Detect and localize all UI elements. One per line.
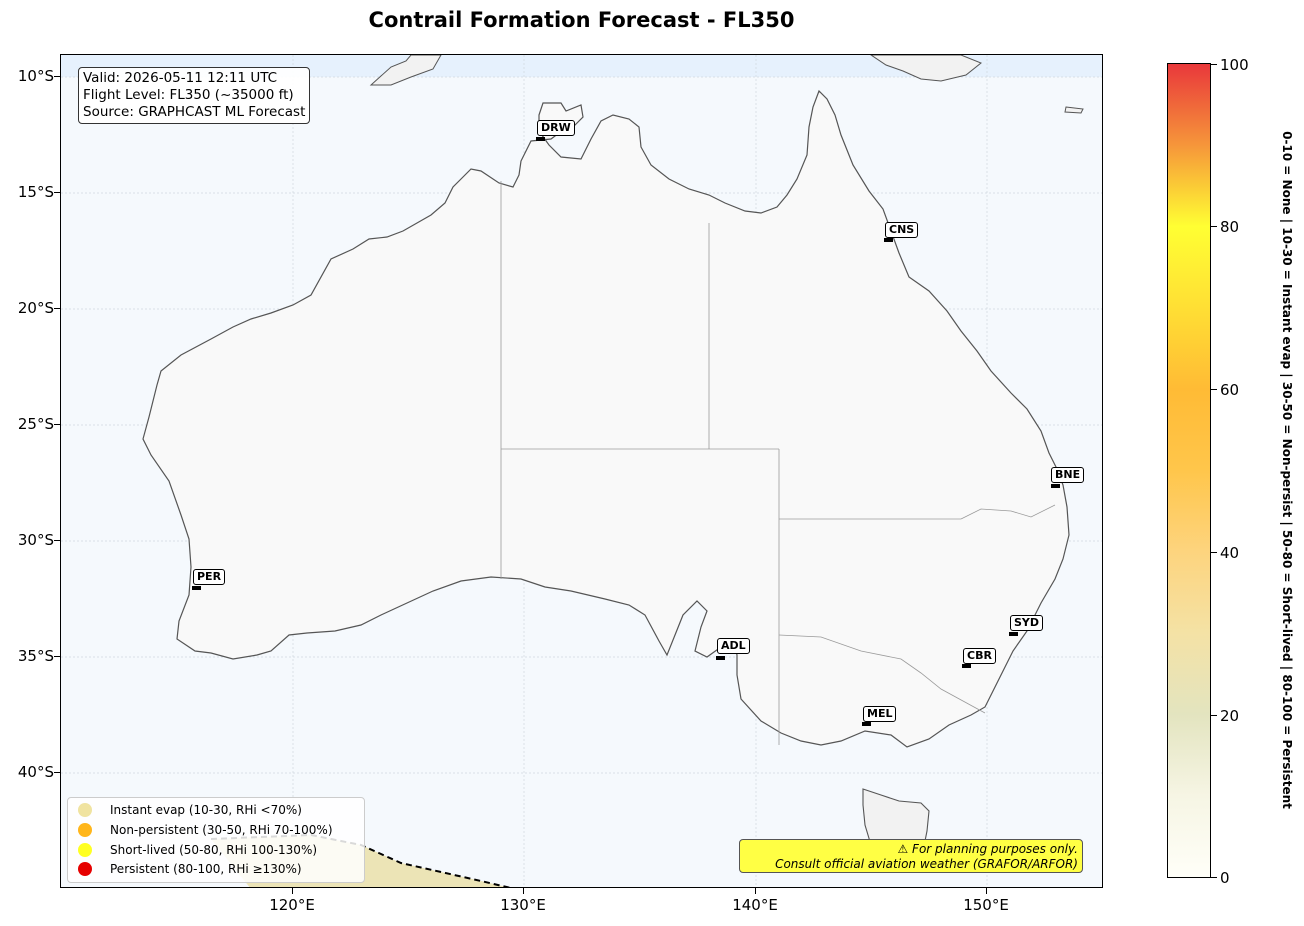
australia-map	[61, 55, 1102, 887]
airport-marker-drw	[536, 137, 545, 141]
lat-label: 25°S	[17, 415, 54, 433]
airport-marker-cbr	[962, 664, 971, 668]
airport-marker-syd	[1009, 632, 1018, 636]
legend-item: Non-persistent (30-50, RHi 70-100%)	[78, 821, 333, 839]
airport-marker-adl	[716, 656, 725, 660]
colorbar-tick-label: 20	[1220, 707, 1240, 725]
lat-label: 15°S	[17, 183, 54, 201]
lat-label: 40°S	[17, 763, 54, 781]
airport-marker-per	[192, 586, 201, 590]
forecast-info-box: Valid: 2026-05-11 12:11 UTC Flight Level…	[78, 67, 311, 124]
new-guinea	[870, 55, 982, 82]
colorbar-tick-label: 80	[1220, 218, 1240, 236]
lon-label: 130°E	[500, 896, 546, 914]
flight-level: Flight Level: FL350 (~35000 ft)	[83, 87, 294, 103]
lat-label: 20°S	[17, 299, 54, 317]
island-small	[1064, 106, 1084, 114]
category-legend: Instant evap (10-30, RHi <70%) Non-persi…	[67, 797, 365, 883]
legend-label: Short-lived (50-80, RHi 100-130%)	[110, 843, 318, 857]
airport-marker-cns	[884, 238, 893, 242]
map-title: Contrail Formation Forecast - FL350	[368, 8, 795, 32]
legend-dot-icon	[78, 843, 92, 857]
colorbar-tick-label: 100	[1220, 56, 1249, 74]
legend-label: Persistent (80-100, RHi ≥130%)	[110, 862, 302, 876]
lat-label: 35°S	[17, 647, 54, 665]
map-area[interactable]	[60, 54, 1103, 888]
legend-item: Instant evap (10-30, RHi <70%)	[78, 801, 302, 819]
ocean-band	[61, 55, 1102, 77]
city-label-mel[interactable]: MEL	[863, 706, 897, 722]
legend-item: Persistent (80-100, RHi ≥130%)	[78, 860, 302, 878]
legend-dot-icon	[78, 823, 92, 837]
airport-marker-mel	[862, 722, 871, 726]
state-borders	[500, 181, 1056, 745]
colorbar-caption: 0-10 = None | 10-30 = Instant evap | 30-…	[1280, 131, 1294, 809]
lon-label: 120°E	[269, 896, 315, 914]
lon-label: 150°E	[963, 896, 1009, 914]
city-label-adl[interactable]: ADL	[717, 638, 750, 654]
legend-dot-icon	[78, 803, 92, 817]
lat-label: 10°S	[17, 67, 54, 85]
city-label-syd[interactable]: SYD	[1010, 615, 1044, 631]
valid-time: Valid: 2026-05-11 12:11 UTC	[83, 70, 278, 86]
data-source: Source: GRAPHCAST ML Forecast	[83, 104, 306, 120]
island-top-left	[369, 55, 442, 86]
city-label-cns[interactable]: CNS	[885, 222, 919, 238]
warning-line: ⚠ For planning purposes only.	[897, 842, 1078, 856]
colorbar	[1167, 63, 1211, 878]
lon-label: 140°E	[732, 896, 778, 914]
city-label-per[interactable]: PER	[193, 569, 226, 585]
colorbar-tick-label: 0	[1220, 869, 1230, 887]
colorbar-tick-label: 40	[1220, 544, 1240, 562]
legend-label: Instant evap (10-30, RHi <70%)	[110, 803, 302, 817]
legend-label: Non-persistent (30-50, RHi 70-100%)	[110, 823, 333, 837]
city-label-drw[interactable]: DRW	[537, 120, 575, 136]
colorbar-tick-label: 60	[1220, 381, 1240, 399]
warning-line: Consult official aviation weather (GRAFO…	[775, 857, 1078, 871]
legend-item: Short-lived (50-80, RHi 100-130%)	[78, 841, 317, 859]
city-label-cbr[interactable]: CBR	[963, 648, 996, 664]
legend-dot-icon	[78, 862, 92, 876]
airport-marker-bne	[1051, 484, 1060, 488]
lat-label: 30°S	[17, 531, 54, 549]
planning-warning: ⚠ For planning purposes only. Consult of…	[739, 839, 1083, 873]
city-label-bne[interactable]: BNE	[1051, 467, 1085, 483]
australia-mainland	[142, 89, 1070, 748]
